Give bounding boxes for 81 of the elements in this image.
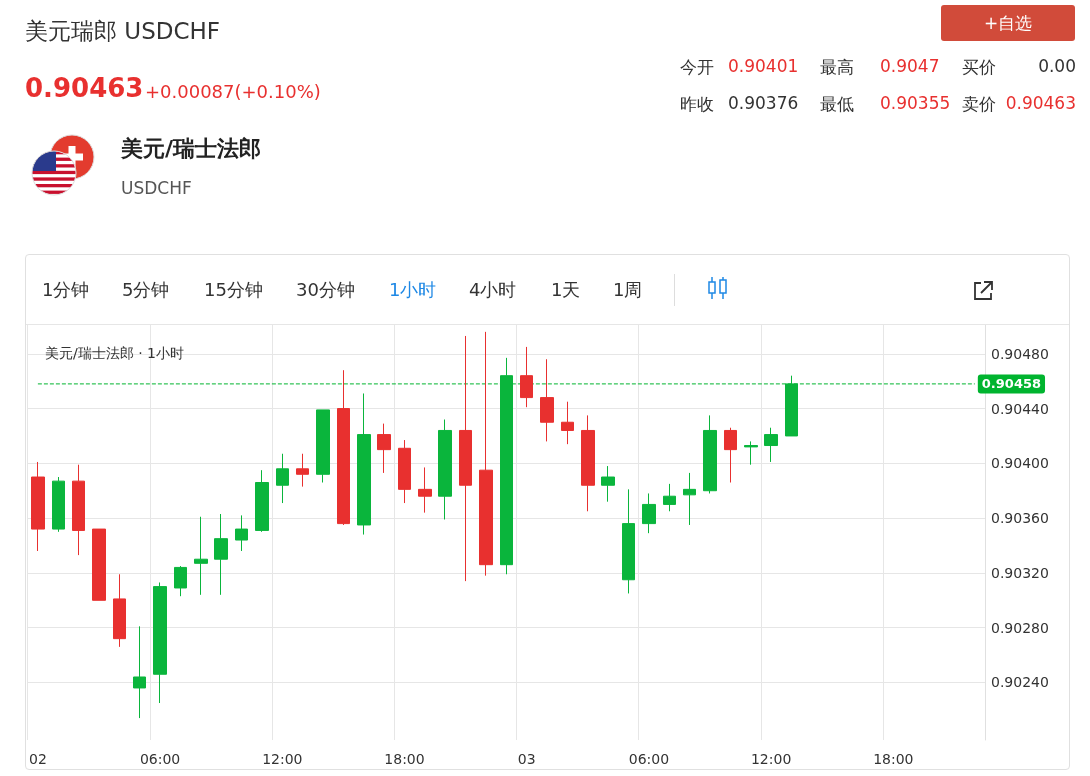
x-tick-label: 18:00 <box>873 751 914 767</box>
text: 最低 <box>820 93 855 116</box>
candlestick <box>337 369 350 526</box>
text: +0.00087(+0.10%) <box>145 81 321 102</box>
candlestick <box>663 483 676 512</box>
text: 1周 <box>613 278 643 302</box>
candlestick <box>316 409 330 484</box>
text: 美元/瑞士法郎 <box>121 135 262 163</box>
y-tick-label: 0.90240 <box>991 674 1049 691</box>
candlestick <box>72 464 85 556</box>
candlestick <box>214 513 228 596</box>
candlestick <box>683 472 696 526</box>
candlestick <box>296 453 309 488</box>
text: 1分钟 <box>42 278 90 302</box>
y-tick-label: 0.90400 <box>991 455 1049 472</box>
y-tick-label: 0.90440 <box>991 400 1049 417</box>
text: 美元/瑞士法郎 · 1小时 <box>45 345 184 361</box>
text: 0.00 <box>1037 56 1076 76</box>
x-tick-label: 12:00 <box>262 751 303 767</box>
x-tick-label: 06:00 <box>139 751 181 767</box>
candlestick <box>235 514 248 552</box>
text: USDCHF <box>121 178 192 198</box>
candlestick <box>520 346 533 408</box>
candlestick <box>622 488 635 594</box>
text: 5分钟 <box>122 278 170 302</box>
candlestick <box>703 414 717 494</box>
candlestick <box>174 565 187 597</box>
candlestick <box>418 466 432 514</box>
y-tick-label: 0.90280 <box>991 619 1049 636</box>
candlestick <box>194 516 208 596</box>
candlestick <box>764 427 778 463</box>
candlestick <box>540 358 554 442</box>
candlestick <box>724 427 737 484</box>
candlestick <box>113 573 126 648</box>
candlestick <box>92 528 106 601</box>
x-tick-label: 18:00 <box>384 751 425 767</box>
candlestick <box>500 357 513 575</box>
candlestick <box>785 375 798 437</box>
text: 昨收 <box>680 93 715 116</box>
candlestick <box>133 625 146 719</box>
y-tick-label: 0.90360 <box>991 510 1049 527</box>
candlestick <box>153 581 167 704</box>
text: 今开 <box>680 56 715 79</box>
candlestick <box>357 392 371 536</box>
candlestick <box>377 423 391 474</box>
text: 0.90463 <box>25 73 144 103</box>
candlestick <box>642 492 656 534</box>
text: 0.90463 <box>1004 93 1076 113</box>
candlestick <box>459 335 472 582</box>
y-tick-label: 0.90480 <box>991 345 1049 362</box>
text: 美元瑞郎 USDCHF <box>25 17 221 46</box>
candlestick <box>561 401 574 445</box>
ref-line-label: 0.90458 <box>981 376 1042 392</box>
candlestick <box>581 414 595 512</box>
text: 30分钟 <box>296 278 355 302</box>
text: 1天 <box>551 278 581 302</box>
candlestick <box>52 476 65 533</box>
x-tick-label: 02 <box>28 751 47 767</box>
text: 1小时 <box>389 278 437 302</box>
x-tick-label: 03 <box>517 751 536 767</box>
text: 0.9047 <box>880 56 940 76</box>
y-tick-label: 0.90320 <box>991 564 1049 581</box>
x-tick-label: 06:00 <box>628 751 670 767</box>
text: 最高 <box>820 56 855 79</box>
text: 买价 <box>962 56 997 79</box>
candlestick <box>398 439 411 504</box>
candlestick <box>479 331 493 577</box>
text: 15分钟 <box>204 278 263 302</box>
candlestick <box>255 469 269 533</box>
candlestick <box>31 461 45 552</box>
text: 0.90355 <box>880 93 951 113</box>
text: 卖价 <box>962 93 997 116</box>
text: +自选 <box>941 5 1075 41</box>
candlestick <box>438 419 452 520</box>
text: 0.90401 <box>728 56 799 76</box>
candlestick <box>744 440 758 466</box>
candlestick <box>601 465 615 503</box>
text: 0.90376 <box>728 93 799 113</box>
candlestick <box>276 453 289 504</box>
text: 4小时 <box>469 278 517 302</box>
x-tick-label: 12:00 <box>750 751 792 767</box>
